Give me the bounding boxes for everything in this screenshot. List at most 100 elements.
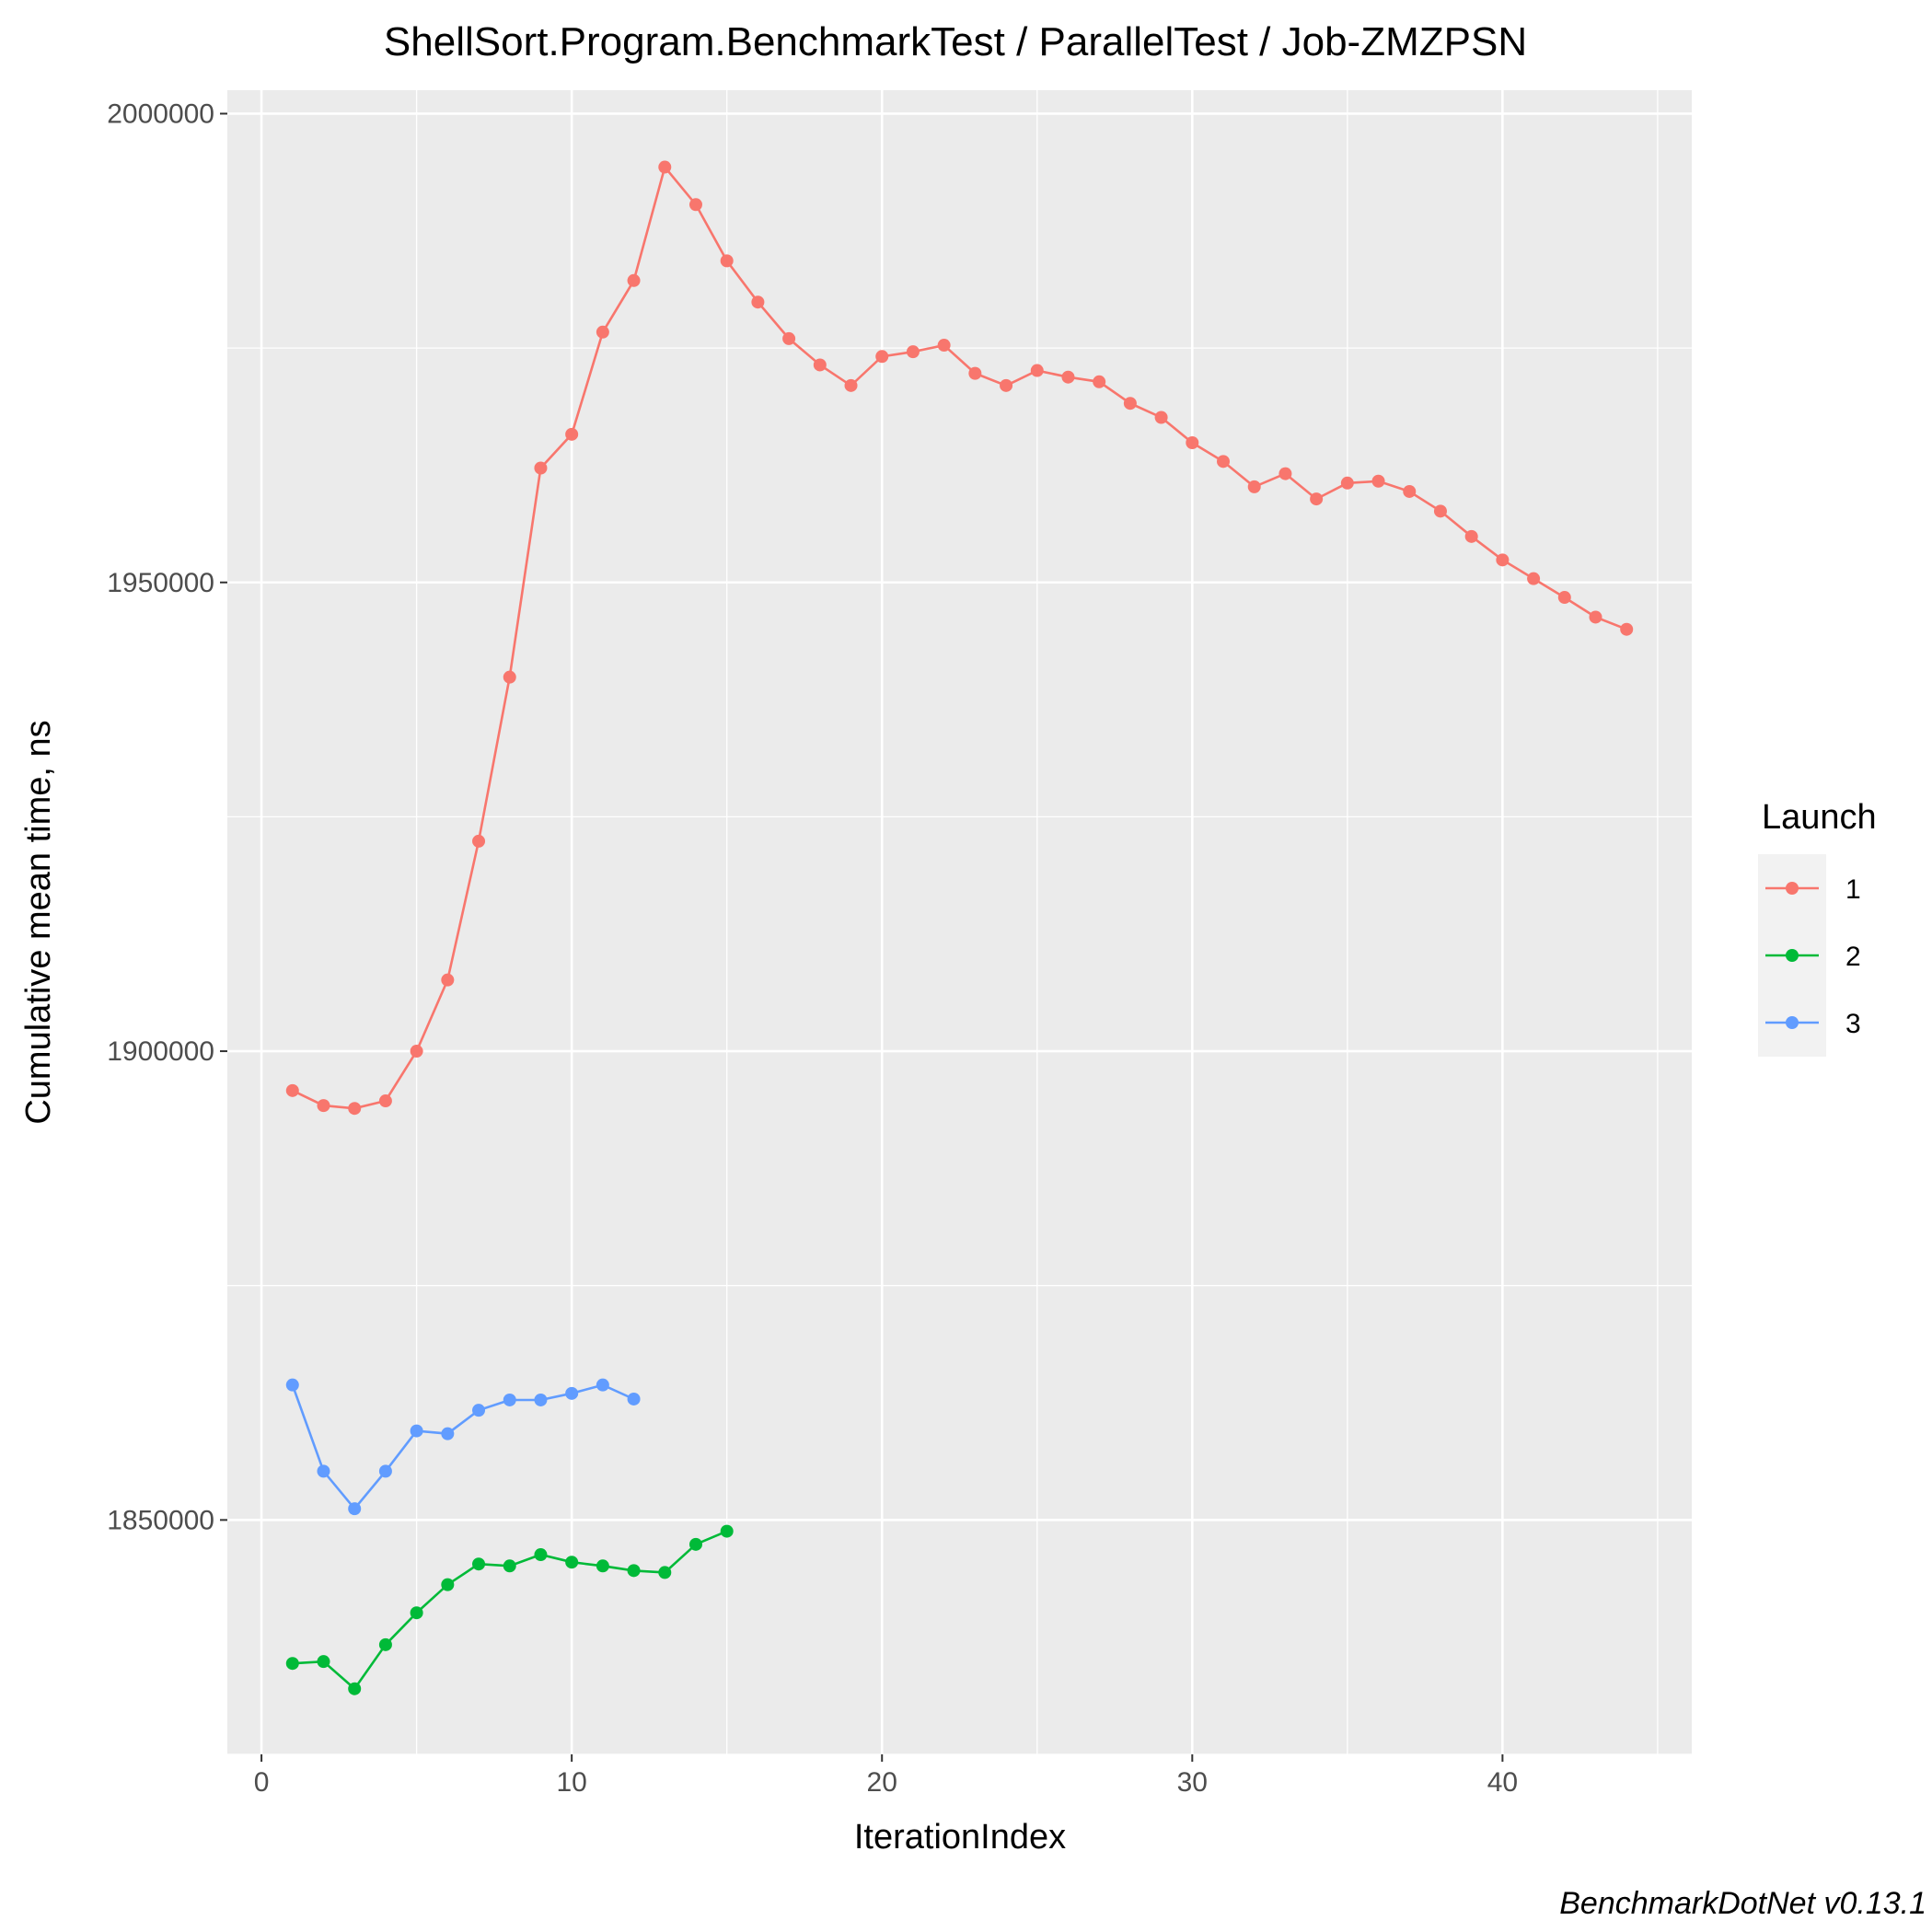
data-point [688, 198, 702, 212]
plot-panel [227, 90, 1692, 1754]
data-point [503, 1393, 516, 1406]
data-point [720, 254, 734, 268]
legend-label: 2 [1845, 942, 1861, 972]
data-point [410, 1606, 423, 1620]
data-point [1340, 476, 1354, 490]
legend-point [1786, 882, 1799, 895]
data-point [1527, 572, 1541, 585]
data-point [1030, 364, 1044, 377]
data-point [1589, 610, 1602, 624]
chart-title: ShellSort.Program.BenchmarkTest / Parall… [384, 19, 1527, 64]
data-point [534, 461, 548, 475]
legend-point [1786, 1016, 1799, 1029]
data-point [348, 1502, 362, 1516]
data-point [565, 1386, 579, 1400]
legend-item-3: 3 [1765, 1009, 1861, 1039]
data-point [782, 331, 796, 345]
data-point [472, 1557, 486, 1571]
data-point [317, 1655, 330, 1669]
legend-items: 1 2 3 [1765, 874, 1861, 1039]
data-point [503, 1559, 516, 1573]
data-point [627, 1564, 641, 1578]
data-point [1217, 455, 1231, 469]
data-point [1620, 622, 1634, 636]
data-point [378, 1637, 392, 1651]
x-tick-label: 0 [254, 1767, 270, 1798]
data-point [565, 427, 579, 441]
data-point [378, 1094, 392, 1108]
y-tick-label: 1900000 [107, 1036, 214, 1067]
y-axis-title: Cumulative mean time, ns [19, 720, 58, 1124]
data-point [472, 834, 486, 848]
data-point [1000, 378, 1013, 392]
data-point [441, 1578, 455, 1591]
x-axis: 0 10 20 30 40 [254, 1754, 1518, 1798]
data-point [596, 325, 609, 339]
data-point [1310, 492, 1324, 506]
y-tick-label: 1850000 [107, 1505, 214, 1535]
data-point [968, 366, 982, 380]
y-axis: 1850000 1900000 1950000 2000000 [107, 98, 227, 1535]
data-point [348, 1682, 362, 1695]
data-point [1186, 435, 1199, 449]
data-point [534, 1393, 548, 1406]
legend-point [1786, 949, 1799, 962]
data-point [348, 1102, 362, 1116]
caption: BenchmarkDotNet v0.13.1 [1559, 1886, 1926, 1921]
x-tick-label: 30 [1177, 1767, 1208, 1798]
data-point [441, 973, 455, 987]
x-axis-title: IterationIndex [854, 1818, 1066, 1857]
data-point [813, 358, 827, 372]
data-point [1464, 529, 1478, 543]
data-point [441, 1427, 455, 1440]
data-point [720, 1524, 734, 1538]
legend-item-2: 2 [1765, 942, 1861, 972]
data-point [1093, 375, 1106, 388]
data-point [472, 1404, 486, 1417]
data-point [1433, 504, 1447, 518]
legend: Launch 1 2 3 [1758, 798, 1877, 1057]
series-1 [285, 160, 1634, 1116]
series-2 [285, 1524, 734, 1695]
data-point [317, 1464, 330, 1478]
data-point [534, 1548, 548, 1562]
data-point [906, 345, 920, 359]
data-point [317, 1099, 330, 1113]
legend-item-1: 1 [1765, 874, 1861, 905]
data-point [1278, 467, 1292, 480]
data-point [875, 350, 889, 364]
data-point [410, 1424, 423, 1438]
data-point [1496, 553, 1510, 567]
data-point [1403, 484, 1417, 498]
data-point [627, 1392, 641, 1406]
legend-label: 1 [1845, 874, 1861, 905]
data-point [1154, 411, 1168, 424]
data-point [596, 1559, 609, 1573]
data-point [937, 339, 951, 353]
x-tick-label: 40 [1487, 1767, 1518, 1798]
data-point [503, 670, 516, 684]
data-point [1123, 397, 1137, 411]
data-point [285, 1378, 299, 1392]
x-tick-label: 10 [556, 1767, 586, 1798]
data-point [596, 1378, 609, 1392]
series-layer [285, 160, 1634, 1695]
series-3 [285, 1378, 641, 1516]
data-point [1557, 591, 1571, 605]
data-point [1061, 370, 1075, 384]
data-point [1371, 474, 1385, 488]
data-point [627, 273, 641, 287]
data-point [658, 160, 672, 174]
data-point [410, 1045, 423, 1059]
data-point [378, 1464, 392, 1478]
data-point [565, 1556, 579, 1569]
data-point [688, 1537, 702, 1551]
legend-label: 3 [1845, 1009, 1861, 1039]
data-point [285, 1657, 299, 1671]
y-tick-label: 1950000 [107, 568, 214, 598]
data-point [658, 1566, 672, 1579]
data-point [844, 378, 858, 392]
data-point [751, 295, 765, 309]
x-tick-label: 20 [867, 1767, 897, 1798]
